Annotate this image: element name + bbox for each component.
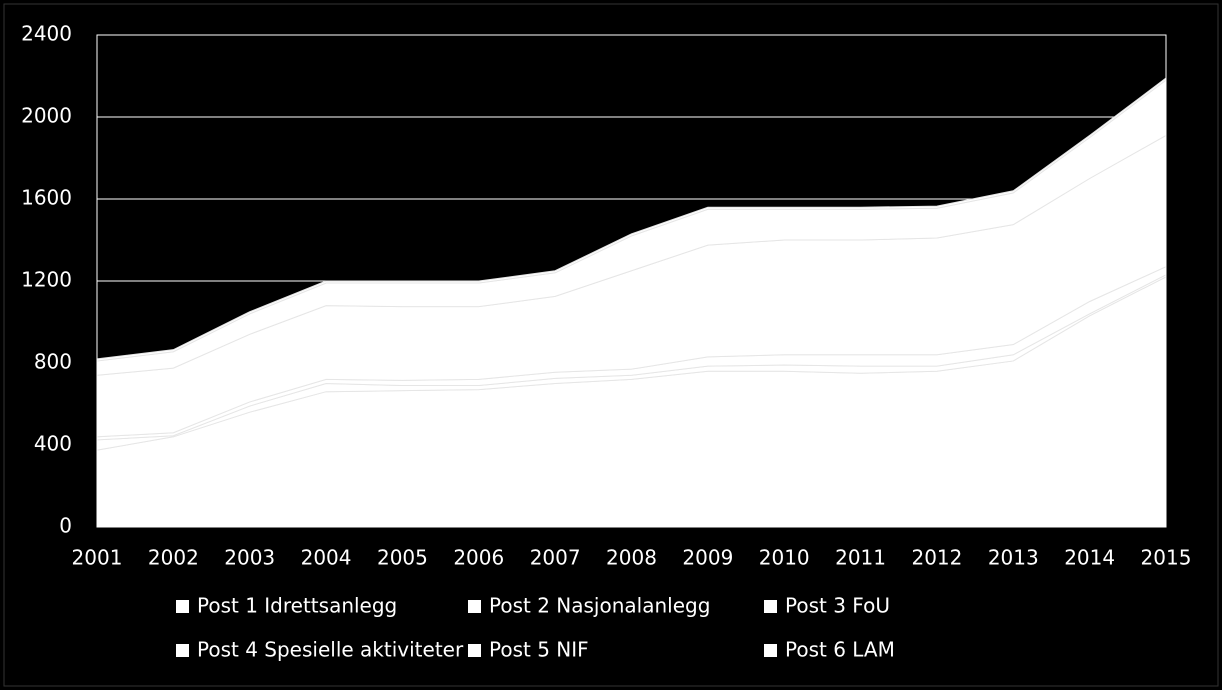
y-tick-label: 800 [34, 350, 72, 374]
x-tick-label: 2010 [759, 546, 810, 570]
x-tick-label: 2005 [377, 546, 428, 570]
legend-label: Post 4 Spesielle aktiviteter [197, 638, 464, 662]
legend-label: Post 1 Idrettsanlegg [197, 594, 397, 618]
y-tick-label: 2400 [21, 22, 72, 46]
x-tick-label: 2007 [530, 546, 581, 570]
y-tick-label: 1600 [21, 186, 72, 210]
legend-marker [764, 600, 777, 613]
x-tick-label: 2002 [148, 546, 199, 570]
x-tick-label: 2013 [988, 546, 1039, 570]
x-tick-label: 2001 [72, 546, 123, 570]
legend-label: Post 5 NIF [489, 638, 589, 662]
x-tick-label: 2009 [682, 546, 733, 570]
x-tick-label: 2014 [1064, 546, 1115, 570]
y-tick-label: 400 [34, 432, 72, 456]
plot-border [96, 34, 1167, 528]
legend-marker [468, 644, 481, 657]
y-tick-label: 1200 [21, 268, 72, 292]
x-tick-label: 2011 [835, 546, 886, 570]
legend-marker [468, 600, 481, 613]
legend-marker [176, 600, 189, 613]
x-tick-label: 2003 [224, 546, 275, 570]
x-tick-label: 2006 [453, 546, 504, 570]
chart-frame [3, 3, 1219, 687]
legend-marker [176, 644, 189, 657]
x-tick-label: 2012 [911, 546, 962, 570]
x-tick-label: 2008 [606, 546, 657, 570]
legend-label: Post 6 LAM [785, 638, 895, 662]
y-tick-label: 2000 [21, 104, 72, 128]
x-tick-label: 2004 [301, 546, 352, 570]
legend-label: Post 2 Nasjonalanlegg [489, 594, 710, 618]
legend-marker [764, 644, 777, 657]
legend-label: Post 3 FoU [785, 594, 890, 618]
y-tick-label: 0 [59, 514, 72, 538]
x-tick-label: 2015 [1141, 546, 1192, 570]
